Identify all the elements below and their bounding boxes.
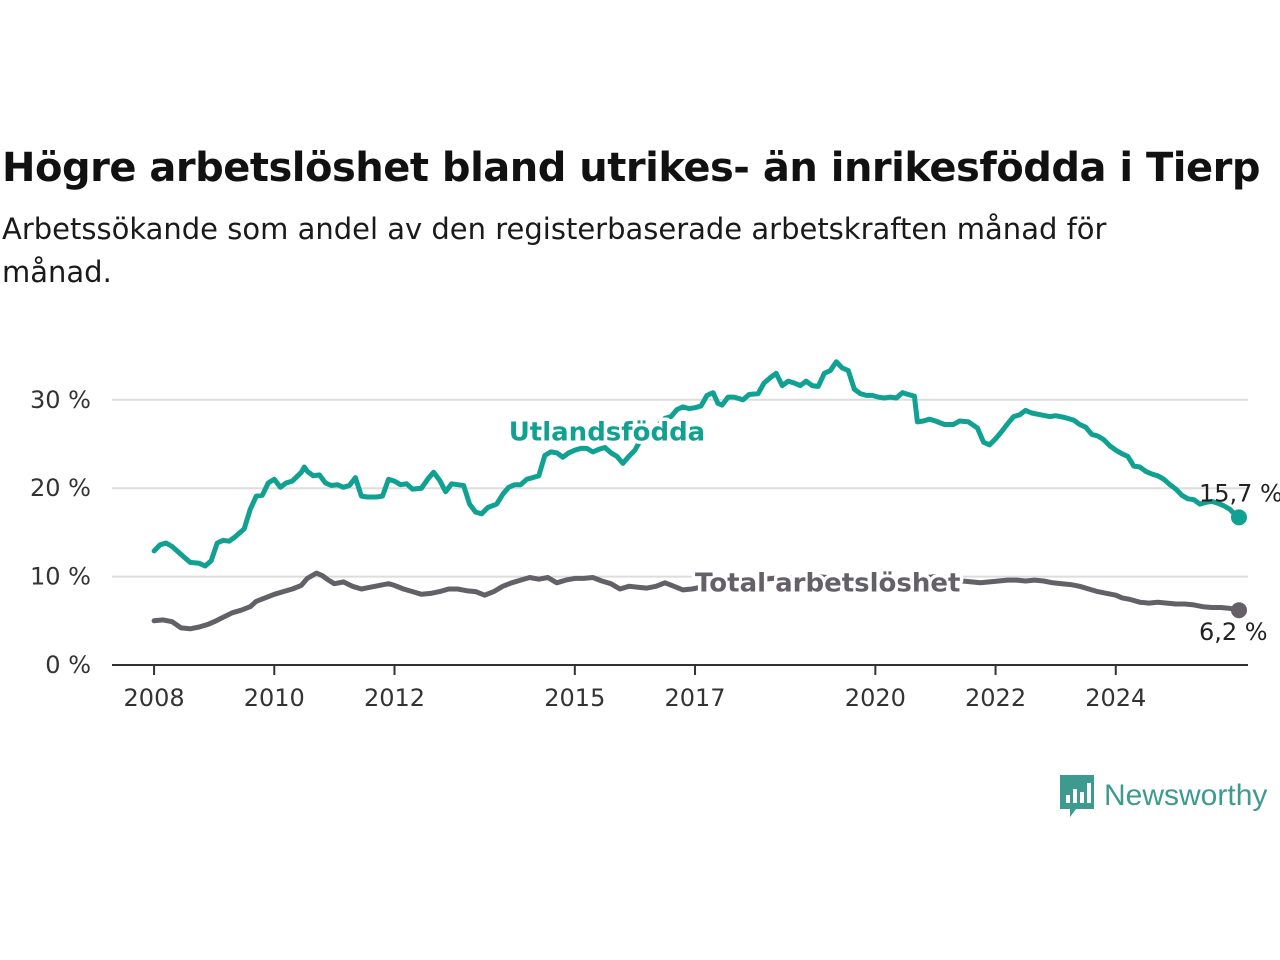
gridlines bbox=[112, 398, 1248, 578]
series-labels: 15,7 % 6,2 % Utlandsfödda Total arbetslöshe… bbox=[505, 414, 1280, 646]
end-point-utlandsf-dda bbox=[1230, 509, 1247, 526]
end-value-label-total-arbetsl-shet: 6,2 % bbox=[1199, 618, 1268, 646]
y-axis-tick-labels: 0 % 10 % 20 % 30 % bbox=[30, 386, 91, 679]
end-point-total-arbetsl-shet bbox=[1230, 602, 1247, 619]
y-tick-label: 20 % bbox=[30, 474, 91, 502]
y-tick-label: 10 % bbox=[30, 563, 91, 591]
x-tick-label: 2020 bbox=[845, 684, 906, 712]
x-tick-label: 2022 bbox=[965, 684, 1026, 712]
series-line-utlandsf-dda bbox=[151, 359, 1242, 569]
x-tick-label: 2012 bbox=[364, 684, 425, 712]
series-line-total-arbetsl-shet bbox=[151, 570, 1242, 632]
y-tick-label: 0 % bbox=[45, 651, 91, 679]
x-axis bbox=[112, 664, 1248, 675]
series-label-utlandsf-dda: Utlandsfödda bbox=[509, 417, 706, 447]
series-lines bbox=[151, 359, 1247, 632]
newsworthy-logo-text: Newsworthy bbox=[1104, 779, 1268, 812]
chart-title: Högre arbetslöshet bland utrikes- än inr… bbox=[2, 145, 1261, 191]
chart-subtitle: Arbetssökande som andel av den registerb… bbox=[2, 212, 1107, 289]
line-chart: 0 % 10 % 20 % 30 % 2008 2010 2012 2015 2017 2020… bbox=[30, 359, 1280, 712]
y-tick-label: 30 % bbox=[30, 386, 91, 414]
newsworthy-logo-icon bbox=[1060, 775, 1094, 817]
x-tick-label: 2024 bbox=[1085, 684, 1146, 712]
x-tick-label: 2008 bbox=[124, 684, 185, 712]
x-tick-label: 2017 bbox=[664, 684, 725, 712]
x-axis-tick-labels: 2008 2010 2012 2015 2017 2020 2022 2024 bbox=[124, 684, 1147, 712]
end-value-label-utlandsf-dda: 15,7 % bbox=[1199, 479, 1280, 507]
series-label-total-arbetsl-shet: Total arbetslöshet bbox=[695, 569, 960, 599]
x-tick-label: 2010 bbox=[244, 684, 305, 712]
newsworthy-logo[interactable]: Newsworthy bbox=[1058, 772, 1267, 820]
x-tick-label: 2015 bbox=[544, 684, 605, 712]
